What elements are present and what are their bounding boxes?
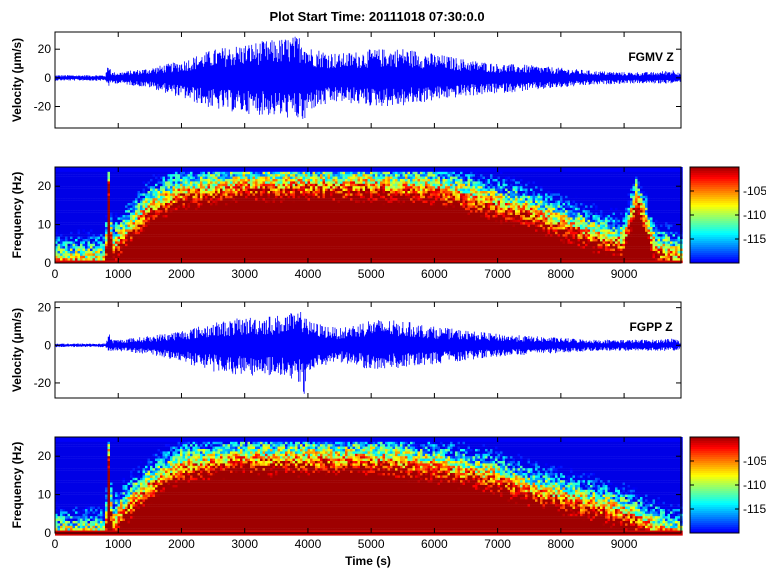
station-label: FGMV Z bbox=[628, 50, 673, 64]
x-tick-label: 3000 bbox=[231, 267, 258, 281]
colorbar-tick-label: -105 bbox=[743, 454, 766, 468]
station-label: FGPP Z bbox=[629, 320, 672, 334]
colorbar-tick-label: -105 bbox=[743, 184, 766, 198]
panel-2: 0 10 20 0 1000 2000 3000 4000 5000 6000 7000 8000 90… bbox=[10, 166, 683, 281]
x-tick-label: 4000 bbox=[295, 267, 322, 281]
y-tick-label: 20 bbox=[38, 449, 52, 463]
y-tick-label: 20 bbox=[38, 179, 52, 193]
x-tick-label: 9000 bbox=[611, 267, 638, 281]
x-tick-label: 1000 bbox=[105, 267, 132, 281]
colorbar-tick-label: -110 bbox=[743, 478, 766, 492]
x-tick-label: 5000 bbox=[358, 537, 385, 551]
y-tick-label: -20 bbox=[34, 376, 52, 390]
y-tick-label: 0 bbox=[44, 338, 51, 352]
y-tick-label: 10 bbox=[38, 488, 52, 502]
y-axis-label: Frequency (Hz) bbox=[10, 172, 24, 259]
panel-4: 0 10 20 0 1000 2000 3000 4000 5000 6000 7000 8000 90… bbox=[10, 436, 683, 568]
y-tick-label: -20 bbox=[34, 100, 52, 114]
y-tick-label: 10 bbox=[38, 218, 52, 232]
y-axis-label: Velocity (µm/s) bbox=[10, 38, 24, 122]
x-tick-label: 7000 bbox=[484, 267, 511, 281]
spectrogram-cells bbox=[55, 437, 683, 536]
colorbar: -105 -110 -115 bbox=[689, 166, 766, 264]
x-tick-label: 6000 bbox=[421, 537, 448, 551]
y-tick-label: 0 bbox=[44, 256, 51, 270]
x-tick-label: 0 bbox=[52, 537, 59, 551]
x-tick-label: 3000 bbox=[231, 537, 258, 551]
colorbar-tick-label: -110 bbox=[743, 208, 766, 222]
x-tick-label: 7000 bbox=[484, 537, 511, 551]
x-axis-label: Time (s) bbox=[345, 554, 391, 568]
x-tick-label: 4000 bbox=[295, 537, 322, 551]
y-tick-label: 20 bbox=[38, 42, 52, 56]
x-tick-label: 5000 bbox=[358, 267, 385, 281]
x-tick-label: 2000 bbox=[168, 537, 195, 551]
x-tick-label: 8000 bbox=[548, 267, 575, 281]
y-axis-label: Frequency (Hz) bbox=[10, 442, 24, 529]
y-tick-label: 0 bbox=[44, 526, 51, 540]
colorbar: -105 -110 -115 bbox=[689, 436, 766, 534]
axes-frame bbox=[54, 301, 682, 399]
x-tick-label: 8000 bbox=[548, 537, 575, 551]
spectrogram-cells bbox=[55, 167, 683, 264]
axes-frame bbox=[54, 166, 682, 264]
colorbar-tick-label: -115 bbox=[743, 232, 766, 246]
panel-3: FGPP Z -20 0 20 Velocity (µm/s) bbox=[10, 301, 682, 399]
y-tick-label: 0 bbox=[44, 71, 51, 85]
x-tick-label: 1000 bbox=[105, 537, 132, 551]
colorbar-tick-label: -115 bbox=[743, 502, 766, 516]
y-tick-label: 20 bbox=[38, 301, 52, 315]
x-tick-label: 2000 bbox=[168, 267, 195, 281]
axes-frame bbox=[54, 436, 682, 534]
x-tick-label: 0 bbox=[52, 267, 59, 281]
panel-1: FGMV Z -20 0 20 Velocity (µm/s) bbox=[10, 31, 682, 129]
plot-title: Plot Start Time: 20111018 07:30:0.0 bbox=[269, 9, 484, 24]
x-tick-label: 6000 bbox=[421, 267, 448, 281]
y-axis-label: Velocity (µm/s) bbox=[10, 308, 24, 392]
axes-frame bbox=[54, 31, 682, 129]
x-tick-label: 9000 bbox=[611, 537, 638, 551]
